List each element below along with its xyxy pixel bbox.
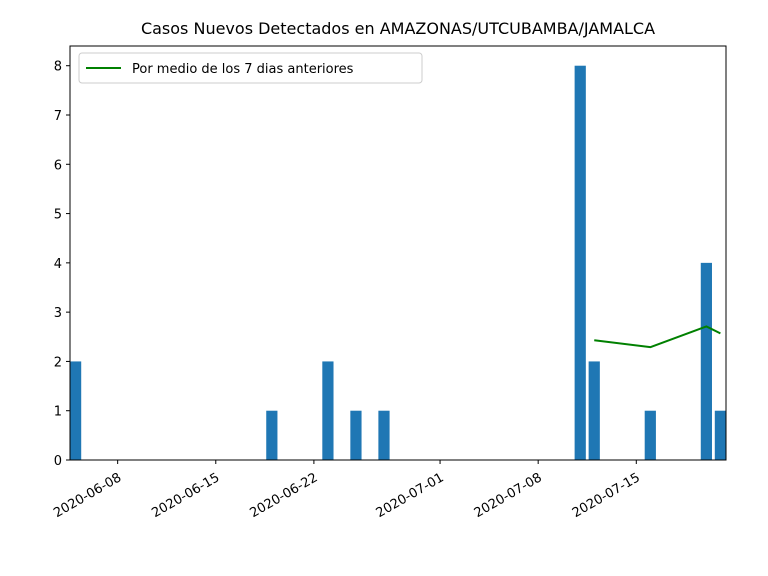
y-tick-label-6: 6 [54, 158, 62, 173]
series-line-0 [594, 325, 721, 349]
bar-2020-06-25 [350, 410, 362, 460]
y-tick-label-0: 0 [54, 454, 62, 469]
y-tick-label-2: 2 [54, 355, 62, 370]
bar-2020-06-27 [378, 410, 390, 460]
bar-2020-07-11 [574, 65, 586, 461]
y-tick-label-7: 7 [54, 109, 62, 124]
bar-2020-07-20 [700, 262, 712, 460]
y-tick-label-1: 1 [54, 405, 62, 420]
axes-frame [69, 45, 727, 461]
bar-2020-06-19 [266, 410, 278, 460]
legend-label: Por medio de los 7 dias anteriores [132, 62, 354, 77]
bar-2020-06-05 [70, 361, 82, 460]
bar-2020-07-12 [588, 361, 600, 460]
y-tick-label-4: 4 [54, 257, 62, 272]
bar-2020-07-16 [644, 410, 656, 460]
chart-title: Casos Nuevos Detectados en AMAZONAS/UTCU… [141, 19, 655, 38]
legend: Por medio de los 7 dias anteriores [78, 52, 423, 84]
bar-2020-06-23 [322, 361, 334, 460]
y-tick-label-3: 3 [54, 306, 62, 321]
y-tick-label-8: 8 [54, 60, 62, 75]
y-tick-label-5: 5 [54, 208, 62, 223]
legend-frame [78, 52, 423, 84]
bar-2020-07-21 [714, 410, 726, 460]
